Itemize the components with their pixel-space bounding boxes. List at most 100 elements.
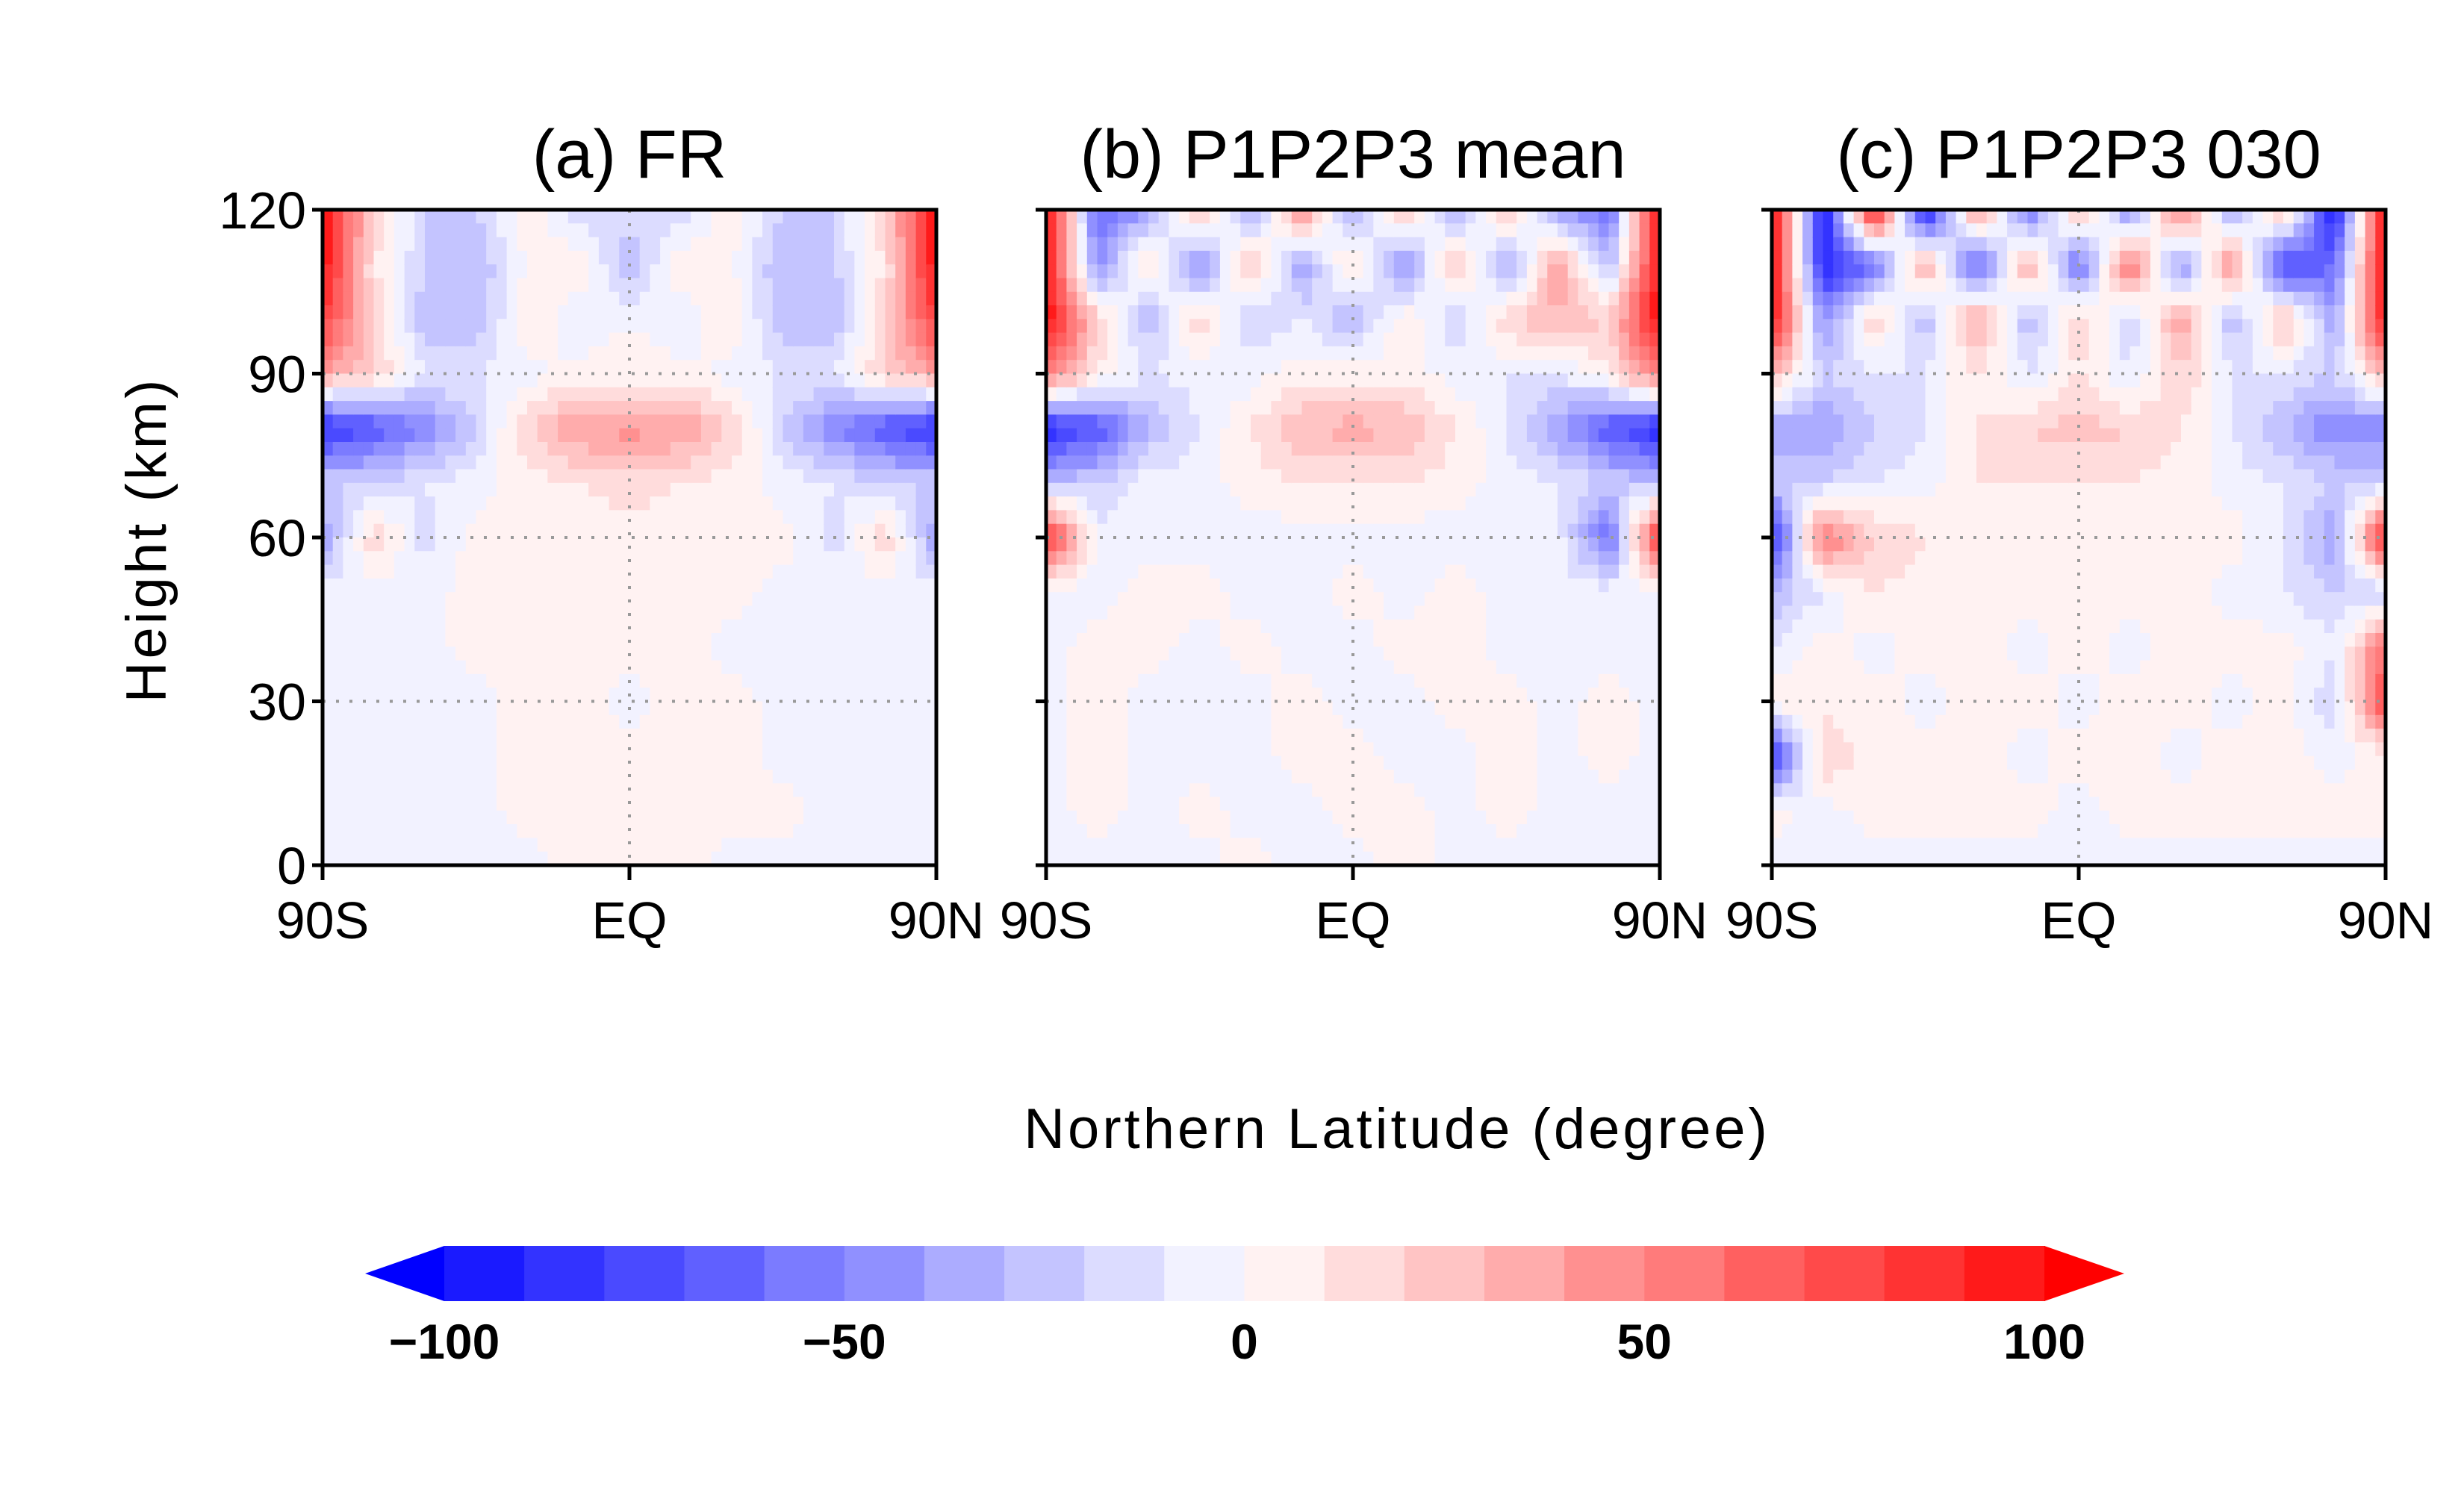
contour-cell	[895, 714, 906, 729]
contour-cell	[1251, 851, 1262, 866]
contour-cell	[691, 633, 702, 648]
contour-cell	[1199, 455, 1210, 470]
contour-cell	[732, 592, 743, 607]
contour-cell	[527, 673, 538, 688]
contour-cell	[1291, 578, 1303, 593]
contour-cell	[1343, 714, 1354, 729]
contour-cell	[905, 619, 917, 634]
contour-cell	[1240, 510, 1251, 525]
contour-cell	[547, 469, 559, 484]
contour-cell	[926, 824, 937, 839]
contour-cell	[547, 810, 559, 825]
contour-cell	[1353, 729, 1364, 744]
contour-cell	[619, 564, 630, 579]
contour-cell	[1230, 360, 1242, 375]
contour-cell	[1117, 551, 1129, 566]
contour-cell	[393, 797, 405, 811]
contour-cell	[844, 755, 856, 770]
contour-cell	[1169, 729, 1180, 744]
contour-cell	[1312, 810, 1323, 825]
contour-cell	[1312, 824, 1323, 839]
contour-cell	[1240, 797, 1251, 811]
contour-cell	[506, 729, 518, 744]
contour-cell	[425, 373, 436, 388]
contour-cell	[1148, 633, 1160, 648]
contour-cell	[1077, 482, 1088, 497]
contour-cell	[926, 660, 937, 675]
contour-cell	[414, 633, 426, 648]
contour-cell	[1240, 564, 1251, 579]
contour-cell	[732, 851, 743, 866]
contour-cell	[752, 633, 763, 648]
contour-cell	[700, 373, 712, 388]
contour-cell	[1424, 455, 1436, 470]
contour-cell	[650, 510, 661, 525]
contour-cell	[1179, 210, 1190, 225]
contour-cell	[1056, 660, 1068, 675]
contour-cell	[435, 755, 447, 770]
contour-cell	[1097, 510, 1108, 525]
contour-cell	[762, 428, 774, 443]
contour-cell	[874, 673, 886, 688]
contour-cell	[1138, 523, 1149, 538]
contour-cell	[476, 250, 487, 265]
contour-cell	[1230, 770, 1242, 785]
contour-cell	[445, 633, 456, 648]
contour-cell	[404, 742, 416, 757]
contour-cell	[1455, 250, 1466, 265]
contour-cell	[1363, 482, 1375, 497]
contour-cell	[650, 455, 661, 470]
contour-cell	[1363, 838, 1375, 853]
contour-cell	[1056, 455, 1068, 470]
contour-cell	[711, 592, 723, 607]
contour-cell	[343, 564, 354, 579]
contour-cell	[629, 810, 641, 825]
contour-cell	[1046, 838, 1057, 853]
contour-cell	[1281, 701, 1292, 716]
contour-cell	[700, 346, 712, 361]
contour-cell	[1332, 414, 1344, 429]
contour-cell	[1138, 305, 1149, 320]
contour-cell	[895, 838, 906, 853]
contour-cell	[343, 770, 354, 785]
contour-cell	[783, 510, 794, 525]
contour-cell	[670, 824, 682, 839]
contour-cell	[650, 482, 661, 497]
contour-cell	[1271, 496, 1282, 511]
contour-cell	[1158, 551, 1170, 566]
contour-cell	[803, 496, 815, 511]
contour-cell	[1117, 646, 1129, 661]
contour-cell	[680, 346, 691, 361]
contour-cell	[1199, 442, 1210, 457]
contour-cell	[425, 851, 436, 866]
contour-cell	[558, 428, 569, 443]
contour-cell	[670, 578, 682, 593]
contour-cell	[1056, 810, 1068, 825]
contour-cell	[598, 387, 610, 402]
contour-cell	[435, 319, 447, 334]
contour-cell	[926, 605, 937, 620]
contour-cell	[1117, 373, 1129, 388]
contour-cell	[1353, 592, 1364, 607]
contour-cell	[332, 223, 344, 238]
contour-cell	[732, 605, 743, 620]
contour-cell	[1230, 537, 1242, 552]
contour-cell	[1127, 496, 1139, 511]
contour-cell	[1414, 742, 1425, 757]
contour-cell	[700, 387, 712, 402]
contour-cell	[1393, 360, 1405, 375]
contour-cell	[465, 797, 477, 811]
contour-cell	[650, 250, 661, 265]
contour-cell	[752, 442, 763, 457]
contour-cell	[1343, 510, 1354, 525]
contour-cell	[1260, 688, 1272, 702]
contour-cell	[691, 360, 702, 375]
contour-cell	[741, 851, 753, 866]
contour-cell	[1056, 319, 1068, 334]
contour-cell	[1148, 469, 1160, 484]
contour-cell	[895, 755, 906, 770]
contour-cell	[1353, 783, 1364, 798]
contour-cell	[854, 346, 865, 361]
contour-cell	[414, 851, 426, 866]
contour-cell	[1332, 770, 1344, 785]
